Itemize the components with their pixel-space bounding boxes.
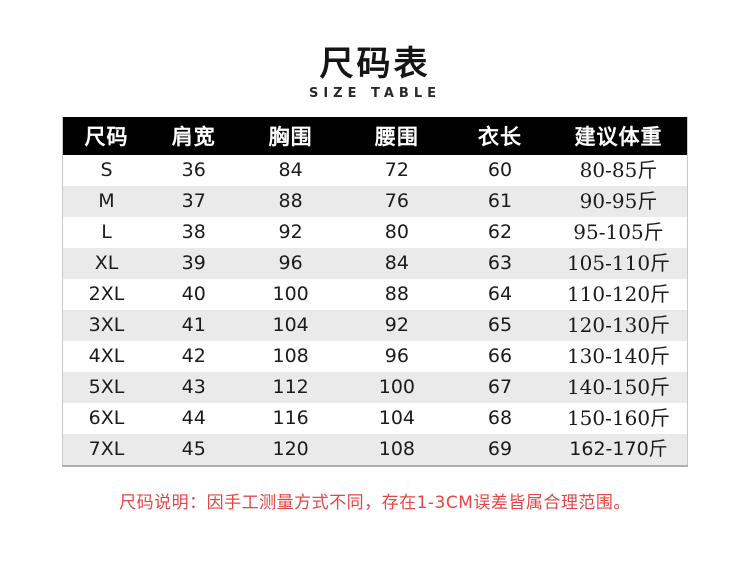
table-row: 2XL 40 100 88 64 110-120斤	[63, 279, 688, 310]
cell-length: 63	[487, 251, 513, 274]
page-subtitle: SIZE TABLE	[308, 85, 442, 101]
cell-waist: 108	[378, 437, 415, 460]
cell-chest: 100	[272, 282, 309, 305]
cell-shoulder: 40	[181, 282, 206, 305]
cell-length: 64	[487, 282, 513, 305]
cell-size: S	[100, 158, 113, 181]
cell-chest: 92	[278, 220, 303, 243]
header-length: 衣长	[450, 116, 550, 155]
cell-length: 69	[487, 437, 513, 460]
cell-waist: 76	[384, 189, 409, 212]
cell-weight: 162-170斤	[569, 437, 668, 460]
cell-size: 2XL	[88, 282, 125, 305]
table-row: 6XL 44 116 104 68 150-160斤	[63, 403, 688, 434]
cell-weight: 120-130斤	[566, 313, 671, 338]
cell-chest: 112	[272, 375, 309, 398]
cell-shoulder: 38	[181, 220, 206, 243]
table-row: M 37 88 76 61 90-95斤	[62, 185, 688, 217]
cell-waist: 96	[384, 344, 409, 367]
cell-weight: 80-85斤	[579, 158, 658, 183]
cell-chest: 116	[272, 406, 309, 429]
cell-size: 4XL	[88, 344, 125, 367]
cell-shoulder: 39	[181, 251, 206, 274]
cell-shoulder: 45	[181, 437, 206, 460]
cell-weight: 150-160斤	[566, 406, 671, 431]
cell-shoulder: 44	[181, 406, 206, 429]
cell-shoulder: 36	[181, 158, 206, 181]
cell-weight: 130-140斤	[566, 344, 671, 369]
cell-waist: 80	[384, 220, 409, 243]
cell-size: 5XL	[88, 375, 125, 398]
table-row: 3XL 41 104 92 65 120-130斤	[62, 309, 688, 341]
header-size: 尺码	[62, 116, 150, 155]
page-title: 尺码表	[319, 44, 431, 84]
cell-waist: 92	[384, 313, 409, 336]
cell-weight: 105-110斤	[566, 251, 671, 276]
cell-length: 66	[487, 344, 513, 367]
cell-shoulder: 41	[181, 313, 206, 336]
cell-size: M	[98, 189, 115, 212]
cell-size: 7XL	[88, 437, 125, 460]
cell-chest: 108	[272, 344, 309, 367]
cell-waist: 104	[378, 406, 415, 429]
cell-shoulder: 43	[181, 375, 206, 398]
table-row: L 38 92 80 62 95-105斤	[63, 217, 688, 248]
cell-length: 61	[487, 189, 513, 212]
table-row: 4XL 42 108 96 66 130-140斤	[63, 341, 688, 372]
size-note: 尺码说明：因手工测量方式不同，存在1-3CM误差皆属合理范围。	[119, 492, 631, 513]
header-weight: 建议体重	[550, 116, 688, 155]
cell-weight: 90-95斤	[579, 189, 658, 214]
size-table-wrap: 尺码 肩宽 胸围 腰围 衣长 建议体重 S 36 84 72 60 80-85斤	[62, 116, 688, 467]
table-row: XL 39 96 84 63 105-110斤	[62, 247, 688, 279]
cell-size: 6XL	[88, 406, 125, 429]
table-row: 7XL 45 120 108 69 162-170斤	[62, 433, 688, 466]
header-chest: 胸围	[237, 116, 344, 155]
cell-shoulder: 37	[181, 189, 206, 212]
cell-weight: 110-120斤	[566, 282, 671, 307]
cell-length: 65	[487, 313, 513, 336]
cell-chest: 88	[278, 189, 303, 212]
size-table: 尺码 肩宽 胸围 腰围 衣长 建议体重 S 36 84 72 60 80-85斤	[62, 116, 688, 467]
cell-length: 68	[487, 406, 513, 429]
cell-shoulder: 42	[181, 344, 206, 367]
header-shoulder: 肩宽	[150, 116, 238, 155]
table-row: 5XL 43 112 100 67 140-150斤	[62, 371, 688, 403]
cell-weight: 95-105斤	[573, 220, 664, 245]
cell-length: 60	[487, 158, 513, 181]
cell-waist: 100	[378, 375, 415, 398]
cell-size: L	[101, 220, 112, 243]
cell-size: 3XL	[88, 313, 125, 336]
cell-chest: 96	[278, 251, 303, 274]
cell-length: 67	[487, 375, 513, 398]
header-row: 尺码 肩宽 胸围 腰围 衣长 建议体重	[62, 116, 688, 155]
title-block: 尺码表 SIZE TABLE	[0, 0, 750, 101]
header-waist: 腰围	[343, 116, 450, 155]
cell-chest: 104	[272, 313, 309, 336]
cell-size: XL	[94, 251, 119, 274]
cell-waist: 72	[384, 158, 409, 181]
cell-chest: 120	[272, 437, 309, 460]
cell-waist: 84	[384, 251, 409, 274]
cell-length: 62	[487, 220, 513, 243]
cell-weight: 140-150斤	[566, 375, 671, 400]
cell-chest: 84	[278, 158, 303, 181]
table-row: S 36 84 72 60 80-85斤	[63, 155, 688, 186]
cell-waist: 88	[384, 282, 409, 305]
